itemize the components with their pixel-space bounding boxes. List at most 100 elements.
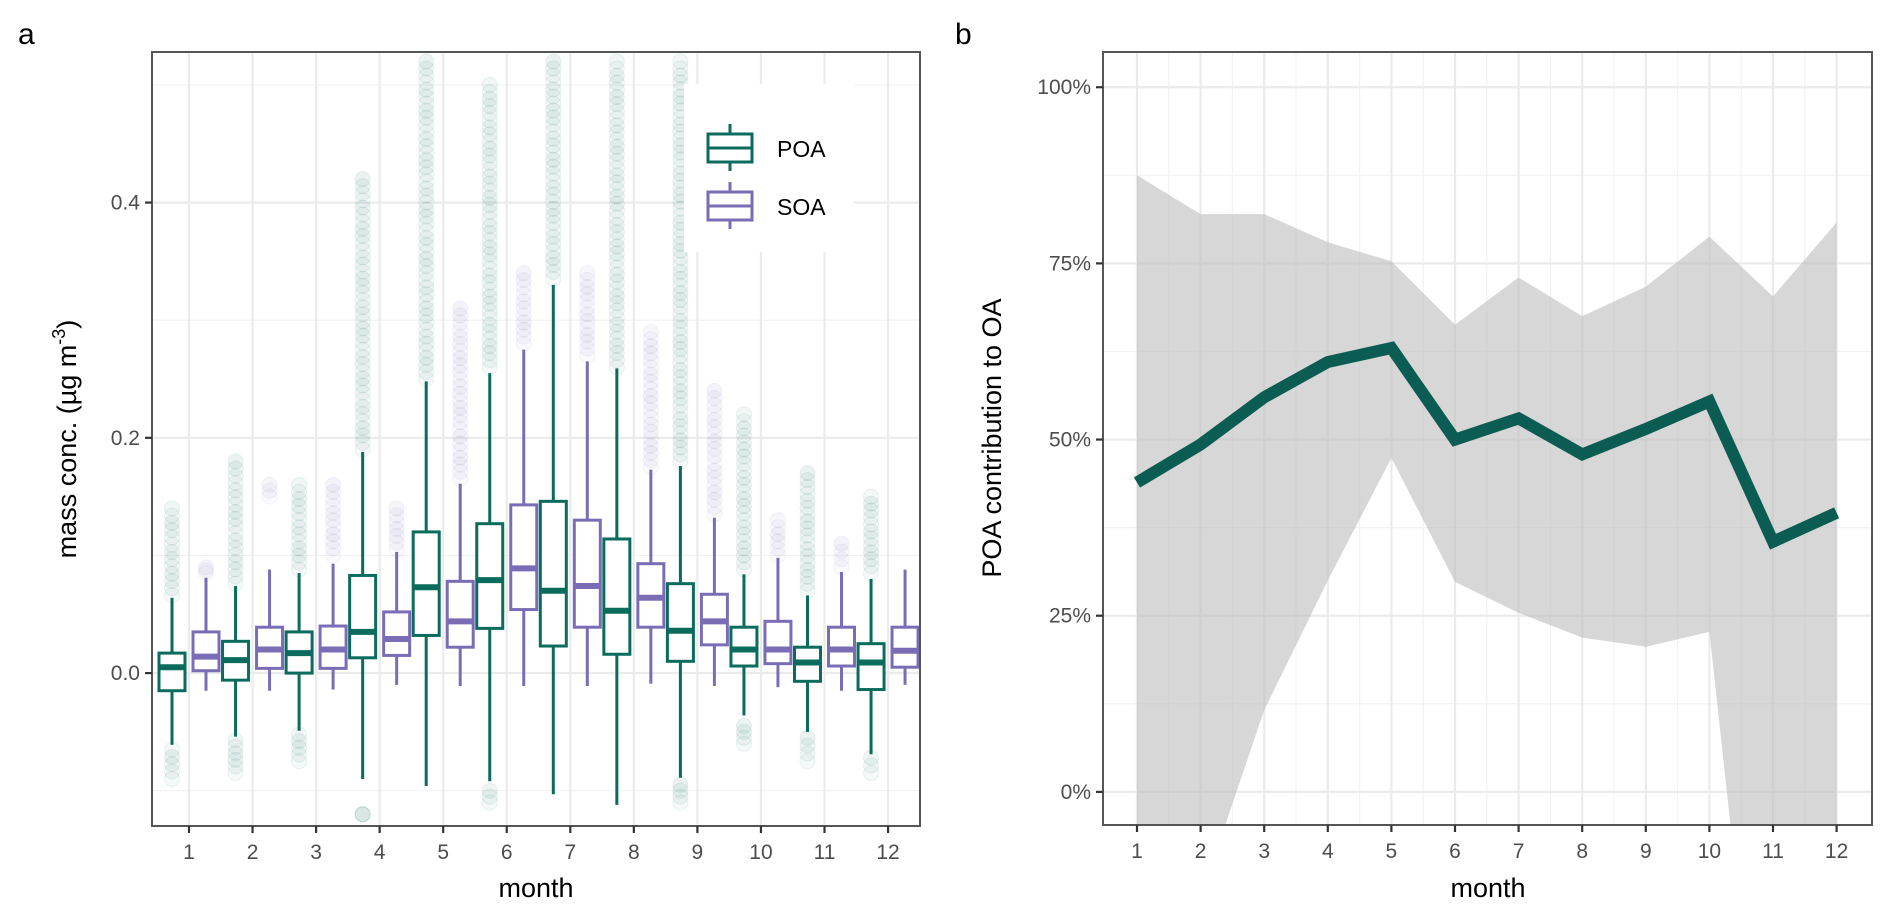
outlier-point [481, 246, 498, 263]
outlier-point [481, 147, 498, 164]
outlier-point [418, 243, 435, 260]
outlier-point [545, 74, 562, 91]
outlier-point [325, 505, 342, 522]
outlier-point [418, 215, 435, 232]
outlier-point [481, 788, 498, 805]
outlier-point [672, 277, 689, 294]
outlier-point [354, 420, 371, 437]
outlier-point [325, 547, 342, 564]
outlier-point [545, 81, 562, 98]
outlier-point [418, 201, 435, 218]
outlier-point [706, 433, 723, 450]
outlier-point [418, 314, 435, 331]
box-soa-month-2 [255, 569, 285, 691]
outlier-point [608, 316, 625, 333]
outlier-point [735, 406, 752, 423]
outlier-point [481, 161, 498, 178]
outlier-point [354, 249, 371, 266]
x-tick-label: 9 [1640, 840, 1652, 863]
outlier-point [863, 757, 880, 774]
outlier-point [354, 284, 371, 301]
outlier-point [799, 534, 816, 551]
box-poa-month-5 [411, 381, 441, 787]
outlier-point [706, 469, 723, 486]
box-soa-month-1 [191, 577, 221, 691]
outlier-point [452, 407, 469, 424]
box-soa-month-12 [890, 569, 920, 685]
outlier-point [608, 138, 625, 155]
outlier-point [452, 378, 469, 395]
outlier-point [198, 559, 214, 576]
x-tick-label: 12 [1825, 840, 1848, 863]
box-iqr [856, 642, 886, 692]
outlier-point [227, 503, 244, 520]
outlier-point [261, 488, 278, 505]
outlier-point [354, 320, 371, 337]
outlier-point [545, 144, 562, 161]
y-tick-label: 100% [1037, 76, 1091, 99]
outlier-point [863, 502, 880, 519]
legend-item-soa[interactable]: SOA [706, 182, 826, 229]
outlier-point [452, 428, 469, 445]
outlier-point [642, 430, 659, 447]
outlier-point [863, 537, 880, 554]
outlier-point [799, 548, 816, 565]
outlier-point [354, 370, 371, 387]
outlier-point [418, 265, 435, 282]
outlier-point [735, 498, 752, 515]
outlier-point [608, 181, 625, 198]
outlier-point [769, 540, 786, 557]
outlier-point [418, 229, 435, 246]
x-tick-label: 8 [1576, 840, 1588, 863]
outlier-point [481, 203, 498, 220]
outlier-point [706, 462, 723, 479]
outlier-point [164, 507, 180, 524]
outlier-point [545, 53, 562, 70]
outlier-point [418, 194, 435, 211]
outlier-point [452, 385, 469, 402]
outlier-point [735, 547, 752, 564]
outlier-point [545, 151, 562, 168]
x-tick-label: 4 [374, 841, 386, 864]
outlier-point [354, 349, 371, 366]
outlier-point [799, 541, 816, 558]
outlier-point [608, 209, 625, 226]
x-tick-label: 3 [1258, 840, 1270, 863]
legend-item-poa[interactable]: POA [706, 124, 826, 171]
y-tick-label: 0.2 [111, 427, 140, 450]
outlier-point [452, 300, 469, 317]
outlier-point [481, 239, 498, 256]
outlier-point [481, 218, 498, 235]
x-tick-label: 11 [814, 841, 836, 864]
outlier-point [545, 109, 562, 126]
outlier-point [735, 554, 752, 571]
outlier-point [579, 292, 596, 309]
outlier-point [515, 293, 532, 310]
outlier-point [418, 74, 435, 91]
outlier-point [291, 505, 308, 522]
outlier-point [354, 242, 371, 259]
box-soa-month-9 [699, 517, 729, 687]
outlier-point [354, 391, 371, 408]
box-iqr [411, 530, 441, 637]
outlier-point [227, 738, 244, 755]
outlier-point [388, 514, 405, 531]
outlier-point [418, 286, 435, 303]
panel-a-grid [152, 52, 920, 826]
outlier-point [642, 373, 659, 390]
outlier-point [608, 60, 625, 77]
outlier-point [354, 199, 371, 216]
outlier-point [608, 352, 625, 369]
outlier-point [608, 345, 625, 362]
outlier-point [608, 273, 625, 290]
outlier-point [799, 555, 816, 572]
outlier-point [735, 533, 752, 550]
outlier-point [325, 526, 342, 543]
outlier-point [227, 510, 244, 527]
outlier-point [418, 145, 435, 162]
outlier-point [164, 770, 180, 787]
outlier-point [735, 448, 752, 465]
outlier-point [545, 249, 562, 266]
outlier-point [799, 561, 816, 578]
outlier-point [706, 390, 723, 407]
